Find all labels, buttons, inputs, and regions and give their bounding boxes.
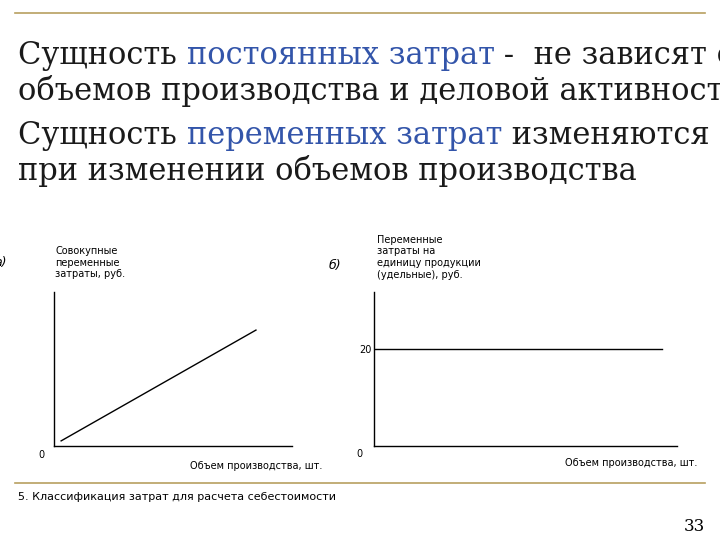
Text: постоянных затрат: постоянных затрат <box>186 40 495 71</box>
Text: Объем производства, шт.: Объем производства, шт. <box>190 461 322 471</box>
Text: изменяются: изменяются <box>502 120 709 151</box>
Text: Сущность: Сущность <box>18 40 186 71</box>
Text: при изменении объемов производства: при изменении объемов производства <box>18 155 636 187</box>
Text: объемов производства и деловой активности.: объемов производства и деловой активност… <box>18 75 720 107</box>
Text: а): а) <box>0 255 7 268</box>
Text: 33: 33 <box>684 518 705 535</box>
Text: переменных затрат: переменных затрат <box>186 120 502 151</box>
Text: 5. Классификация затрат для расчета себестоимости: 5. Классификация затрат для расчета себе… <box>18 492 336 502</box>
Text: 0: 0 <box>38 450 45 460</box>
Text: 0: 0 <box>356 449 362 460</box>
Text: -  не зависят от: - не зависят от <box>495 40 720 71</box>
Text: Объем производства, шт.: Объем производства, шт. <box>565 457 698 468</box>
Text: Совокупные
переменные
затраты, руб.: Совокупные переменные затраты, руб. <box>55 246 125 279</box>
Text: Сущность: Сущность <box>18 120 186 151</box>
Text: б): б) <box>329 259 342 272</box>
Text: Переменные
затраты на
единицу продукции
(удельные), руб.: Переменные затраты на единицу продукции … <box>377 235 481 280</box>
